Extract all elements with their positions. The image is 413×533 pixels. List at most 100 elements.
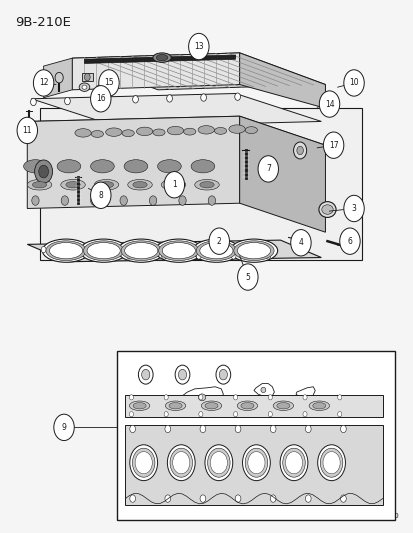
Circle shape [293,142,306,159]
Circle shape [234,93,240,100]
Circle shape [188,34,209,60]
Text: 4: 4 [298,238,303,247]
Ellipse shape [214,127,226,134]
Polygon shape [40,108,361,260]
Circle shape [233,411,237,417]
Text: 13: 13 [194,42,203,51]
Circle shape [76,246,81,253]
Ellipse shape [162,243,195,259]
Circle shape [164,495,170,502]
Circle shape [318,91,339,117]
Ellipse shape [285,451,302,474]
Ellipse shape [199,182,214,188]
Circle shape [130,425,135,433]
Ellipse shape [167,126,183,135]
Ellipse shape [170,448,192,477]
Ellipse shape [121,241,161,261]
Circle shape [90,196,98,205]
Text: 16: 16 [96,94,105,103]
Text: 5: 5 [245,272,250,281]
Circle shape [120,196,127,205]
Circle shape [340,495,345,502]
Circle shape [233,394,237,400]
Polygon shape [180,387,223,407]
Ellipse shape [32,182,47,188]
Circle shape [164,411,168,417]
Ellipse shape [237,401,257,410]
Ellipse shape [192,239,240,262]
Circle shape [127,253,131,259]
Ellipse shape [66,182,80,188]
Circle shape [270,495,275,502]
Circle shape [178,369,186,380]
Ellipse shape [309,401,329,410]
Ellipse shape [130,445,157,481]
Ellipse shape [165,401,185,410]
Circle shape [31,98,36,106]
Circle shape [339,228,359,254]
Circle shape [296,146,303,155]
Circle shape [57,253,62,259]
Circle shape [237,264,257,290]
Ellipse shape [276,402,289,409]
Circle shape [164,394,168,400]
Circle shape [214,246,219,253]
Ellipse shape [27,180,52,190]
Ellipse shape [152,129,165,136]
Ellipse shape [244,127,257,134]
Circle shape [337,394,341,400]
Ellipse shape [244,448,267,477]
Ellipse shape [204,402,218,409]
Ellipse shape [61,180,85,190]
Circle shape [235,495,240,502]
Text: 9B-210E: 9B-210E [15,16,71,29]
Circle shape [208,196,215,205]
Circle shape [129,411,133,417]
Circle shape [41,246,46,253]
Ellipse shape [135,451,152,474]
Polygon shape [239,53,325,108]
Bar [125,425,382,505]
Text: 3: 3 [351,204,356,213]
Circle shape [90,182,111,208]
Ellipse shape [156,54,167,61]
Ellipse shape [196,241,236,261]
Ellipse shape [322,451,339,474]
Circle shape [141,369,150,380]
Ellipse shape [242,445,270,481]
Ellipse shape [312,402,325,409]
Text: 10: 10 [349,78,358,87]
Ellipse shape [183,128,195,135]
Polygon shape [239,116,325,232]
Text: 97J56  210: 97J56 210 [361,513,398,519]
Circle shape [138,365,153,384]
Ellipse shape [155,239,202,262]
Circle shape [178,196,186,205]
Circle shape [302,394,306,400]
Ellipse shape [132,448,154,477]
Circle shape [145,246,150,253]
Circle shape [199,495,205,502]
Ellipse shape [282,448,304,477]
Circle shape [337,411,341,417]
Ellipse shape [133,182,147,188]
Polygon shape [253,384,274,397]
Ellipse shape [273,401,293,410]
Ellipse shape [230,239,277,262]
Ellipse shape [136,127,152,135]
Circle shape [199,425,205,433]
Circle shape [209,228,229,254]
Circle shape [302,411,306,417]
Circle shape [39,165,48,178]
Circle shape [290,230,311,256]
Ellipse shape [24,160,47,173]
Polygon shape [43,58,72,98]
Circle shape [132,95,138,103]
Circle shape [17,117,38,143]
Circle shape [92,253,97,259]
Ellipse shape [133,402,146,409]
Ellipse shape [46,241,86,261]
Circle shape [32,196,39,205]
Ellipse shape [75,128,91,137]
Circle shape [180,246,185,253]
